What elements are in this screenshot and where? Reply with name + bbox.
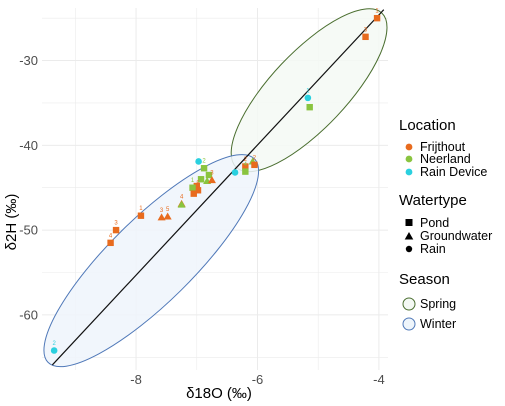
- winter-ellipse: [43, 154, 260, 368]
- groundwater-point: [163, 212, 172, 220]
- season-ellipses: [43, 8, 388, 368]
- legend-spring-label: Spring: [420, 297, 456, 311]
- y-axis-title: δ2H (‰): [3, 194, 20, 251]
- legend-pond-label: Pond: [420, 216, 449, 230]
- point-label: 3: [210, 171, 214, 177]
- y-tick-label: -30: [19, 53, 38, 68]
- pond-point: [107, 239, 114, 247]
- groundwater-point: [177, 200, 186, 208]
- pond-point: [242, 163, 249, 170]
- point-label: 4: [244, 162, 248, 168]
- legend-pond-key: [405, 219, 413, 226]
- legend-watertype-title: Watertype: [399, 192, 467, 209]
- rain-point: [231, 169, 239, 176]
- legend-frijthout-key: [405, 143, 413, 151]
- pond-point: [194, 187, 202, 194]
- legend-neerland-key: [405, 155, 413, 163]
- pond-point: [373, 14, 381, 22]
- legend-rain-device-label: Rain Device: [420, 165, 487, 179]
- groundwater-point: [157, 213, 166, 221]
- rain-point: [50, 347, 58, 354]
- legend-rain-key: [405, 245, 413, 253]
- rain-point: [195, 158, 202, 165]
- legend-spring-key: [402, 297, 416, 311]
- legend-rain-device-key: [405, 168, 413, 176]
- legend-groundwater-key: [404, 232, 414, 240]
- legend-rain-label: Rain: [420, 242, 446, 256]
- legend-frijthout-label: Frijthout: [420, 140, 466, 154]
- point-label: 3: [364, 27, 368, 33]
- point-label: 3: [114, 221, 118, 227]
- point-label: 4: [109, 233, 113, 239]
- legend-winter-key: [402, 317, 416, 331]
- legend-watertype: Watertype Pond Groundwater Rain: [399, 192, 492, 256]
- pond-point: [189, 184, 196, 191]
- x-tick-labels: -8 -6 -4: [130, 372, 384, 387]
- y-tick-labels: -30 -40 -50 -60: [19, 53, 38, 322]
- regression-line: [51, 9, 385, 366]
- point-label: 1: [306, 88, 310, 94]
- data-points: [50, 14, 381, 354]
- legend-season: Season Spring Winter: [399, 271, 456, 331]
- point-label: 1: [191, 178, 195, 184]
- point-label: 5: [196, 181, 200, 187]
- x-tick-label: -4: [373, 372, 385, 387]
- pond-point: [112, 226, 120, 234]
- point-label: 4: [180, 194, 184, 200]
- legend-winter-label: Winter: [420, 317, 456, 331]
- pond-point: [197, 176, 205, 183]
- pond-point: [362, 33, 369, 41]
- legend-season-title: Season: [399, 271, 450, 288]
- point-label: 2: [52, 341, 56, 347]
- x-tick-label: -6: [252, 372, 264, 387]
- pond-point: [251, 161, 258, 169]
- pond-point: [306, 103, 313, 111]
- y-tick-label: -50: [19, 223, 38, 238]
- point-label: 2: [253, 155, 257, 161]
- legend-location: Location Frijthout Neerland Rain Device: [399, 117, 487, 179]
- x-axis-title: δ18O (‰): [186, 385, 252, 402]
- legend-groundwater-label: Groundwater: [420, 229, 492, 243]
- point-label: 2: [244, 157, 248, 163]
- pond-point: [193, 182, 200, 190]
- legend-neerland-label: Neerland: [420, 152, 471, 166]
- pond-point: [190, 190, 197, 197]
- pond-point: [242, 168, 249, 175]
- groundwater-point: [207, 176, 216, 184]
- point-label: 2: [202, 159, 206, 165]
- y-tick-label: -60: [19, 307, 38, 322]
- pond-point: [137, 212, 145, 219]
- legend: Location Frijthout Neerland Rain Device …: [399, 117, 492, 331]
- regression-line-layer: [51, 9, 385, 366]
- point-label: 1: [375, 9, 379, 15]
- pond-point: [200, 165, 208, 172]
- x-tick-label: -8: [130, 372, 142, 387]
- point-label: 3: [160, 208, 164, 214]
- legend-location-title: Location: [399, 117, 456, 134]
- pond-point: [205, 171, 213, 179]
- point-label: 5: [166, 207, 170, 213]
- point-label: 1: [139, 206, 143, 212]
- y-tick-label: -40: [19, 138, 38, 153]
- rain-point: [304, 94, 312, 102]
